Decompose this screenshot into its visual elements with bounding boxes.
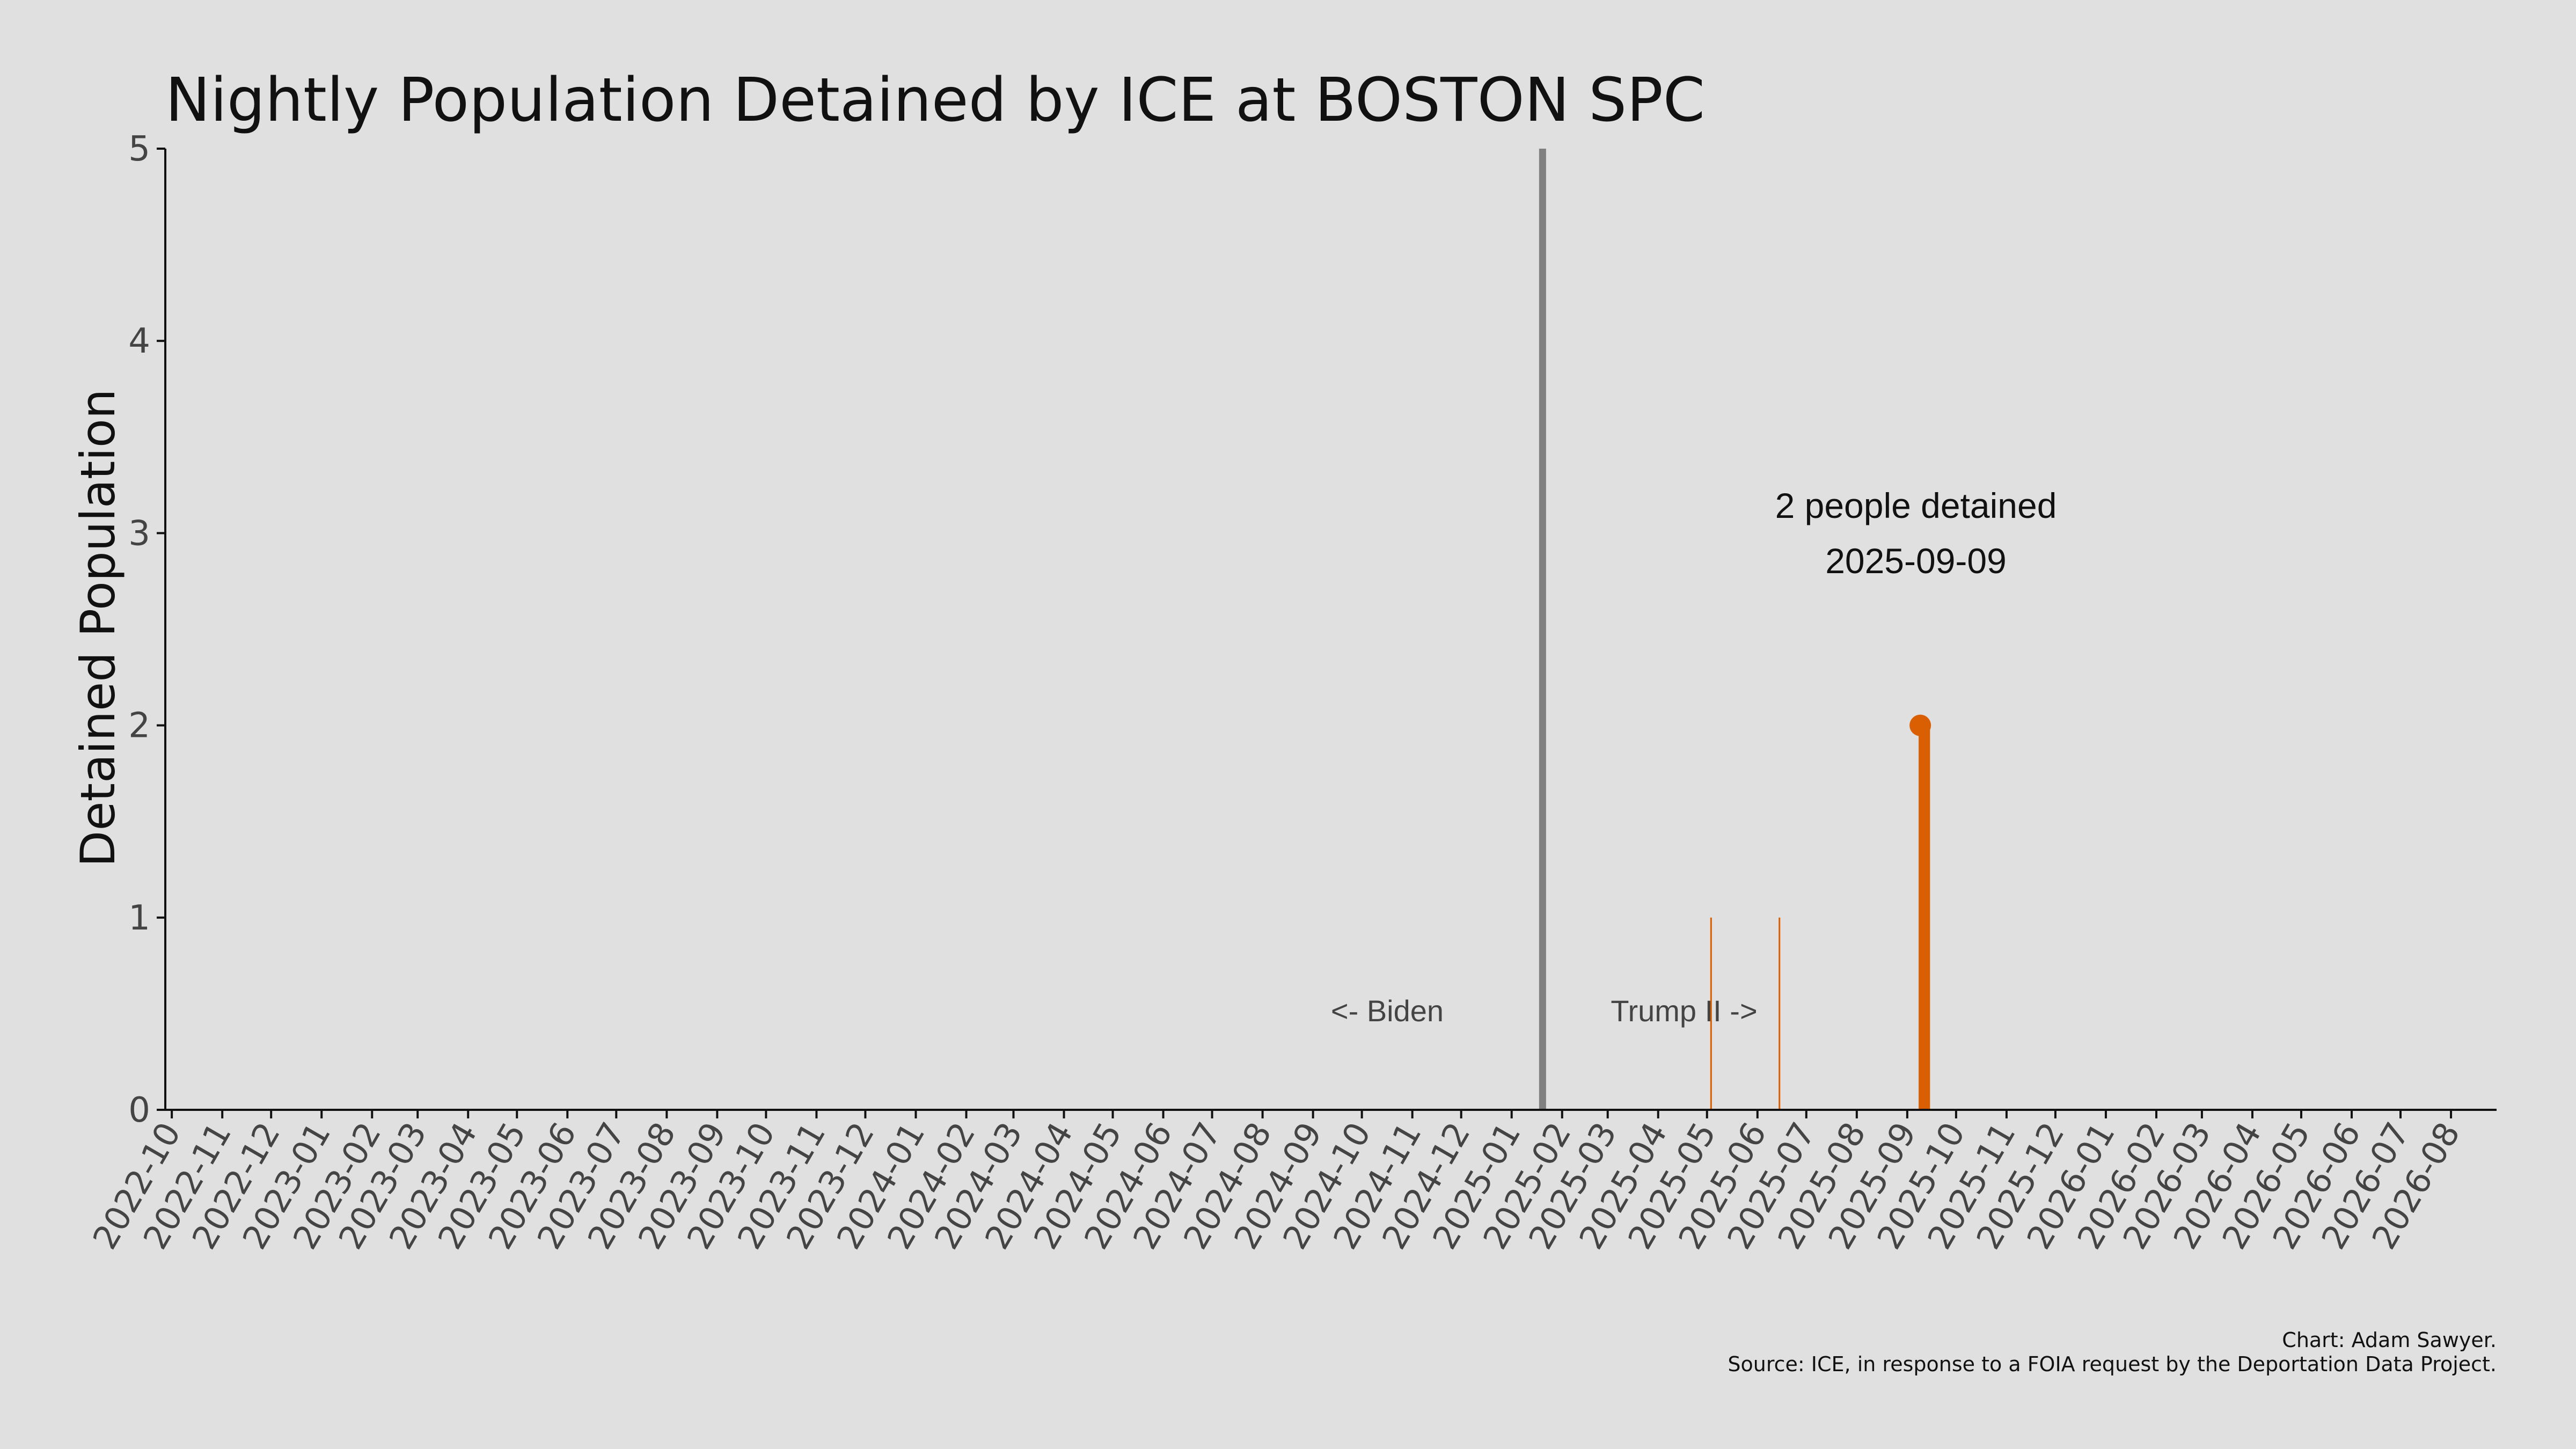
y-tick-label: 1 [128, 898, 150, 938]
y-axis-label: Detained Population [70, 389, 126, 867]
bar [1779, 917, 1781, 1110]
bar [1919, 725, 1930, 1110]
chart-credit: Chart: Adam Sawyer. [2282, 1328, 2497, 1352]
y-tick-label: 4 [128, 321, 150, 361]
data-source-note: Source: ICE, in response to a FOIA reque… [1728, 1352, 2497, 1376]
y-tick-label: 0 [128, 1091, 150, 1130]
y-tick-label: 2 [128, 706, 150, 746]
y-axis-ticks: 0 1 2 3 4 5 [128, 129, 165, 1130]
y-tick-label: 5 [128, 129, 150, 169]
bar [1710, 917, 1712, 1110]
highlight-point [1909, 714, 1931, 736]
right-era-label: Trump II -> [1611, 994, 1757, 1028]
bars-layer [1710, 714, 1931, 1110]
y-tick-label: 3 [128, 514, 150, 553]
highlight-annotation-count: 2 people detained [1775, 486, 2057, 525]
chart-title: Nightly Population Detained by ICE at BO… [165, 65, 1705, 135]
highlight-annotation-date: 2025-09-09 [1825, 541, 2007, 581]
x-axis-ticks: 2022-102022-112022-122023-012023-022023-… [85, 1110, 2468, 1256]
left-era-label: <- Biden [1331, 994, 1444, 1028]
